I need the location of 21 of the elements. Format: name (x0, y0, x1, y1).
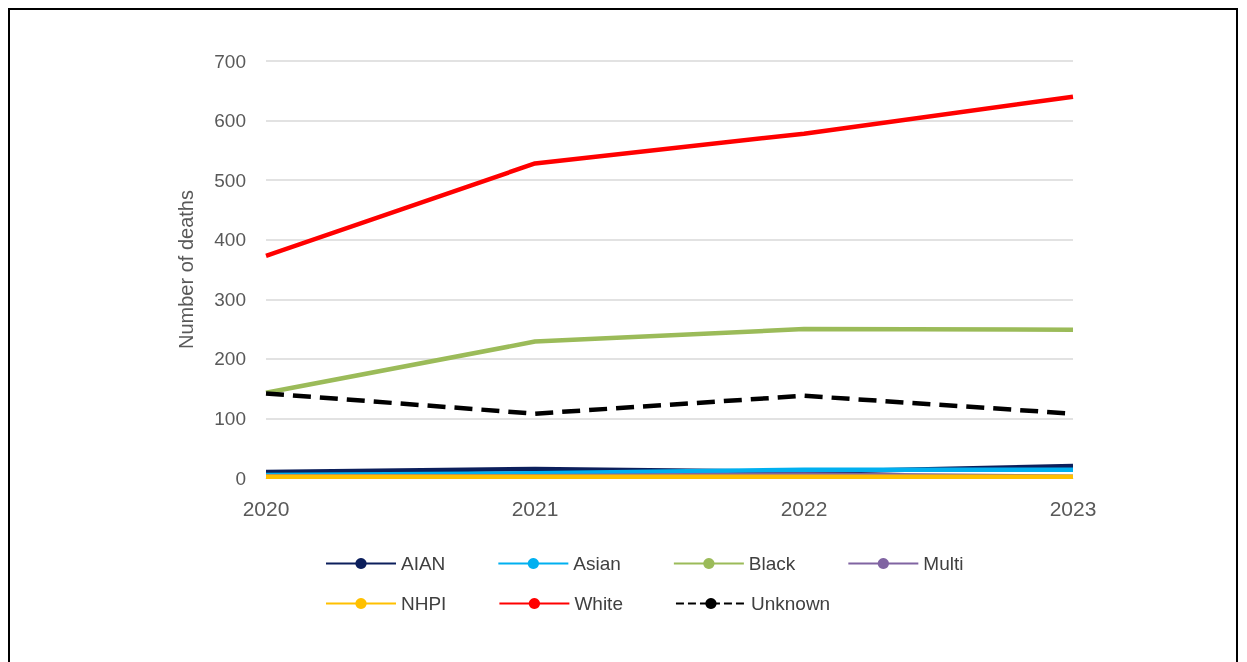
legend-label: White (574, 593, 623, 614)
legend-label: Asian (573, 553, 621, 574)
y-tick-label: 100 (214, 407, 246, 429)
y-tick-label: 0 (235, 467, 246, 489)
legend-label: Black (748, 553, 796, 574)
y-tick-label: 400 (214, 229, 246, 251)
y-tick-label: 200 (214, 348, 246, 370)
legend-label: Unknown (750, 593, 831, 614)
x-tick-label: 2023 (1049, 497, 1097, 520)
legend-label: Multi (923, 553, 964, 574)
y-tick-label: 300 (214, 288, 246, 310)
line-series (263, 94, 1076, 259)
y-tick-label: 600 (214, 110, 246, 132)
x-tick-label: 2021 (511, 497, 559, 520)
x-tick-label: 2022 (780, 497, 828, 520)
y-axis-title: Number of deaths (175, 190, 197, 349)
x-tick-label: 2020 (242, 497, 290, 520)
legend-label: AIAN (401, 553, 446, 574)
y-tick-label: 500 (214, 169, 246, 191)
y-tick-label: 700 (214, 50, 246, 72)
legend-label: NHPI (401, 593, 447, 614)
